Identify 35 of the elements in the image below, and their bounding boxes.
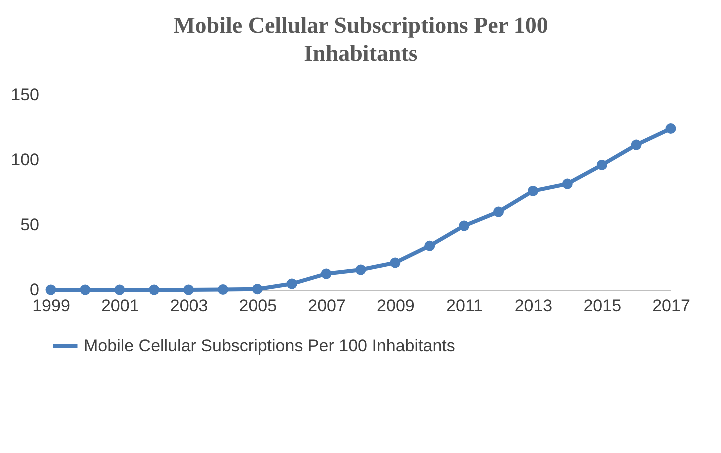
point [184,284,194,296]
y-tick-label: 50 [20,216,40,234]
x-tick-label: 2015 [584,296,622,316]
point [424,240,436,252]
point [631,140,642,150]
point [80,284,91,296]
point [321,268,332,280]
point [528,186,538,196]
x-tick-label: 2013 [514,296,553,316]
point [596,160,608,170]
y-tick-label: 0 [30,280,40,300]
point [459,220,470,232]
x-tick-label: 2007 [308,296,346,316]
point [494,206,504,218]
point [666,124,676,134]
point [114,284,126,296]
chart-title: Mobile Cellular Subscriptions Per 100 Inhabitants [174,13,548,66]
x-tick-label: 2011 [446,296,484,316]
point [252,284,263,295]
point [390,258,401,268]
point [46,284,56,296]
y-tick-label: 150 [11,86,40,104]
point [562,178,573,190]
x-tick-label: 2005 [239,296,278,316]
x-tick-label: 2009 [377,296,415,316]
x-tick-label: 2017 [652,296,690,316]
x-tick-label: 2003 [170,296,208,316]
y-tick-label: 100 [11,150,40,170]
legend-label: Mobile Cellular Subscriptions Per 100 Inhabitants [84,336,456,356]
point [149,284,160,296]
point [356,264,366,276]
point [286,278,298,290]
point [218,284,228,295]
x-tick-label: 2001 [101,296,140,316]
x-tick-label: 1999 [32,296,70,316]
